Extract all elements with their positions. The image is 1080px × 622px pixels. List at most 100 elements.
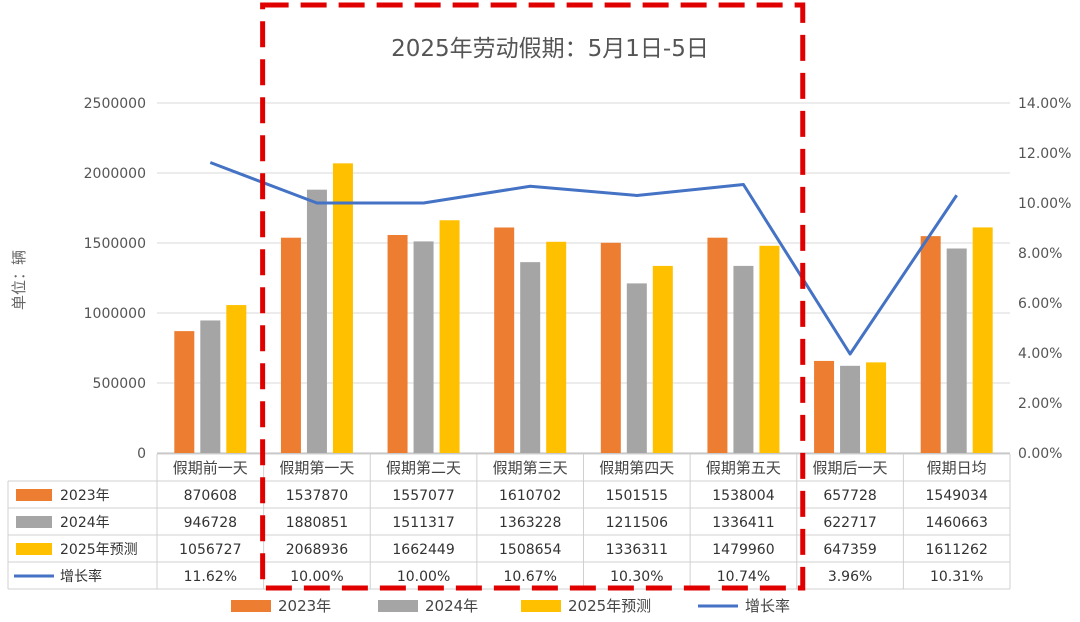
table-cell: 1662449 bbox=[392, 542, 454, 558]
table-cell: 10.31% bbox=[930, 569, 983, 585]
y2-tick-label: 4.00% bbox=[1018, 346, 1062, 362]
y-tick-label: 2000000 bbox=[84, 166, 146, 182]
legend-key bbox=[231, 600, 271, 612]
y-tick-label: 1500000 bbox=[84, 236, 146, 252]
category-label: 假期第四天 bbox=[599, 459, 674, 477]
legend-label: 2024年 bbox=[425, 597, 478, 615]
bar-2024年 bbox=[306, 189, 327, 454]
category-label: 假期后一天 bbox=[813, 459, 888, 477]
category-label: 假期第五天 bbox=[706, 459, 781, 477]
table-cell: 1537870 bbox=[286, 488, 348, 504]
table-series-name: 2023年 bbox=[60, 488, 110, 504]
legend-label: 增长率 bbox=[745, 597, 790, 615]
bar-2024年 bbox=[840, 365, 861, 453]
table-legend-key bbox=[16, 516, 52, 528]
table-series-name: 2024年 bbox=[60, 515, 110, 531]
table-cell: 1508654 bbox=[499, 542, 561, 558]
table-series-name: 增长率 bbox=[60, 568, 102, 585]
bar-2025年预测 bbox=[759, 245, 780, 453]
bar-2024年 bbox=[520, 262, 541, 453]
y2-tick-label: 14.00% bbox=[1018, 96, 1071, 112]
table-cell: 1880851 bbox=[286, 515, 348, 531]
legend-label: 2023年 bbox=[278, 597, 331, 615]
category-label: 假期前一天 bbox=[173, 459, 248, 477]
bar-2023年 bbox=[174, 331, 195, 453]
table-cell: 1336411 bbox=[712, 515, 774, 531]
bar-2023年 bbox=[814, 360, 835, 453]
table-cell: 3.96% bbox=[828, 569, 872, 585]
bar-2023年 bbox=[920, 236, 941, 453]
y2-tick-label: 6.00% bbox=[1018, 296, 1062, 312]
y2-tick-label: 8.00% bbox=[1018, 246, 1062, 262]
y-tick-label: 0 bbox=[137, 446, 146, 462]
bar-2023年 bbox=[280, 237, 301, 453]
table-cell: 10.00% bbox=[397, 569, 450, 585]
bar-2024年 bbox=[946, 248, 967, 453]
table-cell: 1557077 bbox=[392, 488, 454, 504]
table-series-name: 2025年预测 bbox=[60, 542, 138, 558]
category-label: 假期第三天 bbox=[493, 459, 568, 477]
y-axis-label: 单位：辆 bbox=[10, 250, 28, 310]
growth-rate-line bbox=[209, 161, 958, 356]
chart-title: 2025年劳动假期：5月1日-5日 bbox=[391, 36, 709, 62]
table-cell: 10.00% bbox=[290, 569, 343, 585]
table-cell: 1610702 bbox=[499, 488, 561, 504]
table-cell: 1611262 bbox=[926, 542, 988, 558]
table-cell: 10.74% bbox=[717, 569, 770, 585]
table-cell: 870608 bbox=[184, 488, 237, 504]
table-cell: 622717 bbox=[823, 515, 876, 531]
y2-tick-label: 2.00% bbox=[1018, 396, 1062, 412]
bar-2025年预测 bbox=[226, 305, 247, 453]
bar-2024年 bbox=[733, 265, 754, 453]
table-cell: 10.67% bbox=[503, 569, 556, 585]
bar-2024年 bbox=[413, 241, 434, 453]
legend: 2023年 2024年 2025年预测 增长率 bbox=[231, 597, 790, 615]
bar-2023年 bbox=[494, 227, 515, 453]
y2-tick-label: 10.00% bbox=[1018, 196, 1071, 212]
category-label: 假期第一天 bbox=[279, 459, 354, 477]
y-tick-label: 500000 bbox=[93, 376, 146, 392]
table-cell: 1511317 bbox=[392, 515, 454, 531]
table-cell: 1460663 bbox=[926, 515, 988, 531]
y2-tick-label: 12.00% bbox=[1018, 146, 1071, 162]
table-cell: 1549034 bbox=[926, 488, 988, 504]
table-legend-key bbox=[16, 489, 52, 501]
data-table: 假期前一天 假期第一天 假期第二天 假期第三天 假期第四天 假期第五天 假期后一天 假期日均 2… bbox=[7, 453, 1011, 590]
bar-2025年预测 bbox=[652, 265, 673, 453]
bar-2025年预测 bbox=[332, 163, 353, 454]
bar-2025年预测 bbox=[546, 241, 567, 453]
legend-label: 2025年预测 bbox=[568, 597, 651, 615]
table-cell: 10.30% bbox=[610, 569, 663, 585]
table-cell: 1336311 bbox=[606, 542, 668, 558]
table-cell: 1056727 bbox=[179, 542, 241, 558]
y2-tick-label: 0.00% bbox=[1018, 446, 1062, 462]
bar-2025年预测 bbox=[972, 227, 993, 453]
table-cell: 11.62% bbox=[184, 569, 237, 585]
bars bbox=[174, 163, 993, 454]
table-cell: 1479960 bbox=[712, 542, 774, 558]
table-cell: 946728 bbox=[184, 515, 237, 531]
table-cell: 1501515 bbox=[606, 488, 668, 504]
category-label: 假期日均 bbox=[927, 459, 987, 477]
table-cell: 1538004 bbox=[712, 488, 774, 504]
bar-2023年 bbox=[707, 237, 728, 453]
legend-key bbox=[521, 600, 561, 612]
bar-2023年 bbox=[387, 235, 408, 453]
y-tick-label: 1000000 bbox=[84, 306, 146, 322]
bar-2023年 bbox=[600, 242, 621, 453]
bar-2025年预测 bbox=[866, 362, 887, 453]
table-cell: 1211506 bbox=[606, 515, 668, 531]
y-tick-label: 2500000 bbox=[84, 96, 146, 112]
legend-key bbox=[378, 600, 418, 612]
bar-2025年预测 bbox=[439, 220, 460, 453]
highlight-dashed-box bbox=[260, 2, 806, 591]
bar-2024年 bbox=[200, 320, 221, 453]
table-cell: 647359 bbox=[823, 542, 876, 558]
table-cell: 1363228 bbox=[499, 515, 561, 531]
bar-2024年 bbox=[626, 283, 647, 453]
table-cell: 2068936 bbox=[286, 542, 348, 558]
table-legend-key bbox=[16, 543, 52, 555]
category-label: 假期第二天 bbox=[386, 459, 461, 477]
table-cell: 657728 bbox=[823, 488, 876, 504]
